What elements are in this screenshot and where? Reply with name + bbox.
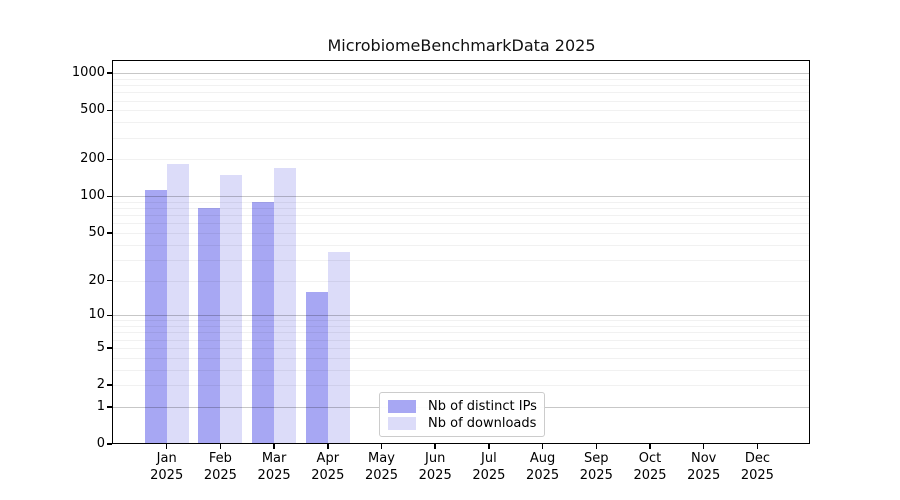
gridline-minor bbox=[113, 347, 810, 349]
y-axis-tick bbox=[107, 72, 112, 75]
x-axis-tick-label: Apr 2025 bbox=[311, 451, 345, 483]
chart-title: MicrobiomeBenchmarkData 2025 bbox=[327, 36, 596, 55]
x-axis-tick-label: Aug 2025 bbox=[526, 451, 560, 483]
bar-downloads bbox=[166, 163, 189, 444]
gridline-minor bbox=[113, 208, 810, 210]
legend-label-distinct-ips: Nb of distinct IPs bbox=[428, 399, 537, 414]
gridline-minor bbox=[113, 320, 810, 322]
bar-distinct-ips bbox=[144, 189, 167, 444]
x-axis-tick-label: Jul 2025 bbox=[472, 451, 506, 483]
y-axis-tick-label: 5 bbox=[96, 339, 105, 355]
y-axis-tick-label: 1 bbox=[96, 398, 105, 414]
y-axis-tick-label: 1000 bbox=[71, 65, 105, 81]
x-axis-tick-label: Feb 2025 bbox=[203, 451, 237, 483]
y-axis-tick bbox=[107, 158, 112, 161]
bar-downloads bbox=[274, 168, 297, 444]
gridline-minor bbox=[113, 357, 810, 359]
legend-label-downloads: Nb of downloads bbox=[428, 416, 537, 431]
bar-downloads bbox=[327, 251, 350, 444]
y-axis-tick bbox=[107, 347, 112, 349]
y-axis-tick bbox=[107, 279, 112, 282]
gridline-minor bbox=[113, 201, 810, 203]
gridline-minor bbox=[113, 223, 810, 225]
gridline-minor bbox=[113, 369, 810, 371]
gridline-minor bbox=[113, 85, 810, 87]
x-axis-tick-label: Jan 2025 bbox=[150, 451, 184, 483]
y-axis-tick bbox=[107, 109, 112, 112]
gridline-minor bbox=[113, 100, 810, 102]
gridline-minor bbox=[113, 92, 810, 94]
gridline-minor bbox=[113, 110, 810, 112]
gridline-minor bbox=[113, 332, 810, 334]
legend-swatch-downloads bbox=[388, 417, 416, 430]
y-axis-tick bbox=[107, 232, 112, 234]
y-axis-tick-label: 200 bbox=[80, 151, 105, 167]
x-axis-tick bbox=[702, 444, 705, 449]
y-axis-tick-label: 10 bbox=[88, 307, 105, 323]
x-axis-tick bbox=[219, 444, 222, 449]
y-axis-tick-label: 2 bbox=[96, 377, 105, 393]
legend: Nb of distinct IPs Nb of downloads bbox=[379, 392, 545, 437]
x-axis-tick bbox=[541, 444, 544, 449]
gridline-minor bbox=[113, 122, 810, 124]
x-axis-tick bbox=[434, 444, 436, 449]
x-axis-tick bbox=[380, 444, 383, 449]
bar-distinct-ips bbox=[198, 208, 221, 444]
gridline-minor bbox=[113, 215, 810, 217]
gridline-major bbox=[113, 315, 810, 317]
gridline-major bbox=[113, 196, 810, 198]
gridline-minor bbox=[113, 137, 810, 139]
x-axis-tick-label: Dec 2025 bbox=[740, 451, 774, 483]
bar-downloads bbox=[220, 174, 243, 444]
gridline-minor bbox=[113, 159, 810, 161]
y-axis-tick bbox=[107, 314, 112, 317]
bar-distinct-ips bbox=[252, 201, 275, 444]
x-axis-tick bbox=[595, 444, 598, 449]
y-axis-tick-label: 20 bbox=[88, 272, 105, 288]
y-axis-tick bbox=[107, 443, 112, 445]
gridline-minor bbox=[113, 233, 810, 235]
x-axis-tick bbox=[488, 444, 490, 449]
gridline-minor bbox=[113, 78, 810, 80]
gridline-minor bbox=[113, 339, 810, 341]
x-axis-tick-label: Jun 2025 bbox=[418, 451, 452, 483]
legend-item-distinct-ips: Nb of distinct IPs bbox=[380, 398, 544, 415]
y-axis-tick-label: 100 bbox=[80, 188, 105, 204]
y-axis-tick-label: 500 bbox=[80, 102, 105, 118]
y-axis-tick-label: 0 bbox=[96, 436, 105, 451]
x-axis-tick bbox=[327, 444, 329, 449]
y-axis-tick-label: 50 bbox=[88, 225, 105, 241]
x-axis-tick bbox=[649, 444, 651, 449]
x-axis-tick-label: Oct 2025 bbox=[633, 451, 667, 483]
x-axis-tick bbox=[273, 444, 275, 449]
x-axis-tick-label: Sep 2025 bbox=[579, 451, 613, 483]
y-axis-tick bbox=[107, 384, 112, 386]
y-axis-tick bbox=[107, 406, 112, 408]
gridline-minor bbox=[113, 244, 810, 246]
bar-distinct-ips bbox=[305, 291, 328, 444]
gridline-minor bbox=[113, 259, 810, 261]
x-axis-tick bbox=[165, 444, 168, 449]
gridline-minor bbox=[113, 280, 810, 282]
gridline-major bbox=[113, 73, 810, 75]
x-axis-tick-label: Nov 2025 bbox=[687, 451, 721, 483]
x-axis-tick bbox=[756, 444, 759, 449]
gridline-minor bbox=[113, 326, 810, 328]
x-axis-tick-label: Mar 2025 bbox=[257, 451, 291, 483]
gridline-minor bbox=[113, 385, 810, 387]
x-axis-tick-label: May 2025 bbox=[364, 451, 399, 483]
y-axis-tick bbox=[107, 195, 112, 198]
legend-swatch-distinct-ips bbox=[388, 400, 416, 413]
legend-item-downloads: Nb of downloads bbox=[380, 415, 544, 432]
